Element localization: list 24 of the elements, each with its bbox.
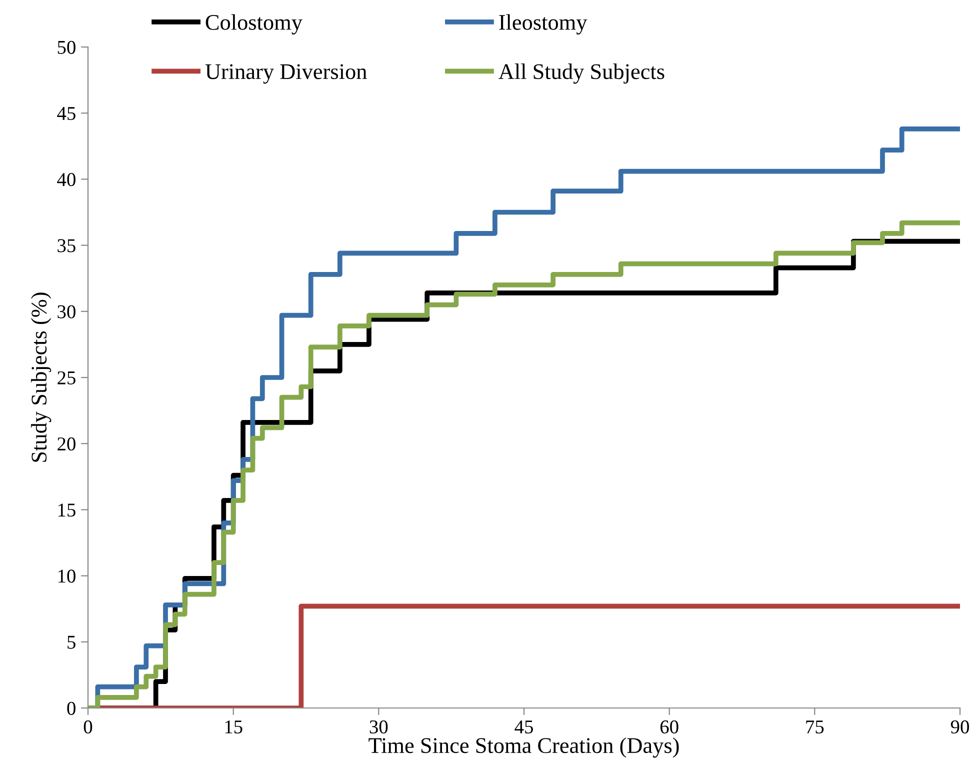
y-tick-label: 30	[58, 305, 76, 318]
x-tick-label: 30	[370, 720, 388, 734]
y-tick-label: 5	[68, 636, 76, 649]
y-tick-label: 25	[58, 371, 76, 384]
y-tick-label: 50	[58, 40, 76, 54]
legend-label: Ileostomy	[499, 14, 588, 34]
y-tick-label: 40	[57, 173, 76, 186]
x-tick-label: 15	[225, 720, 242, 734]
x-tick-label: 0	[84, 720, 92, 734]
y-axis-title: Study Subjects (%)	[30, 292, 52, 462]
y-tick-label: 10	[58, 570, 76, 583]
y-tick-label: 0	[67, 702, 76, 715]
y-tick-label: 20	[58, 437, 76, 451]
x-axis-title: Time Since Stoma Creation (Days)	[368, 737, 679, 758]
legend-label: All Study Subjects	[498, 63, 664, 84]
y-tick-label: 45	[57, 107, 76, 120]
x-tick-label: 90	[950, 720, 969, 734]
x-tick-label: 75	[806, 720, 824, 734]
y-tick-label: 15	[58, 504, 76, 517]
legend-label: Colostomy	[206, 14, 302, 34]
legend-label: Urinary Diversion	[205, 64, 367, 84]
y-tick-label: 35	[58, 239, 76, 252]
x-tick-label: 60	[660, 720, 678, 734]
x-tick-label: 45	[514, 720, 533, 734]
